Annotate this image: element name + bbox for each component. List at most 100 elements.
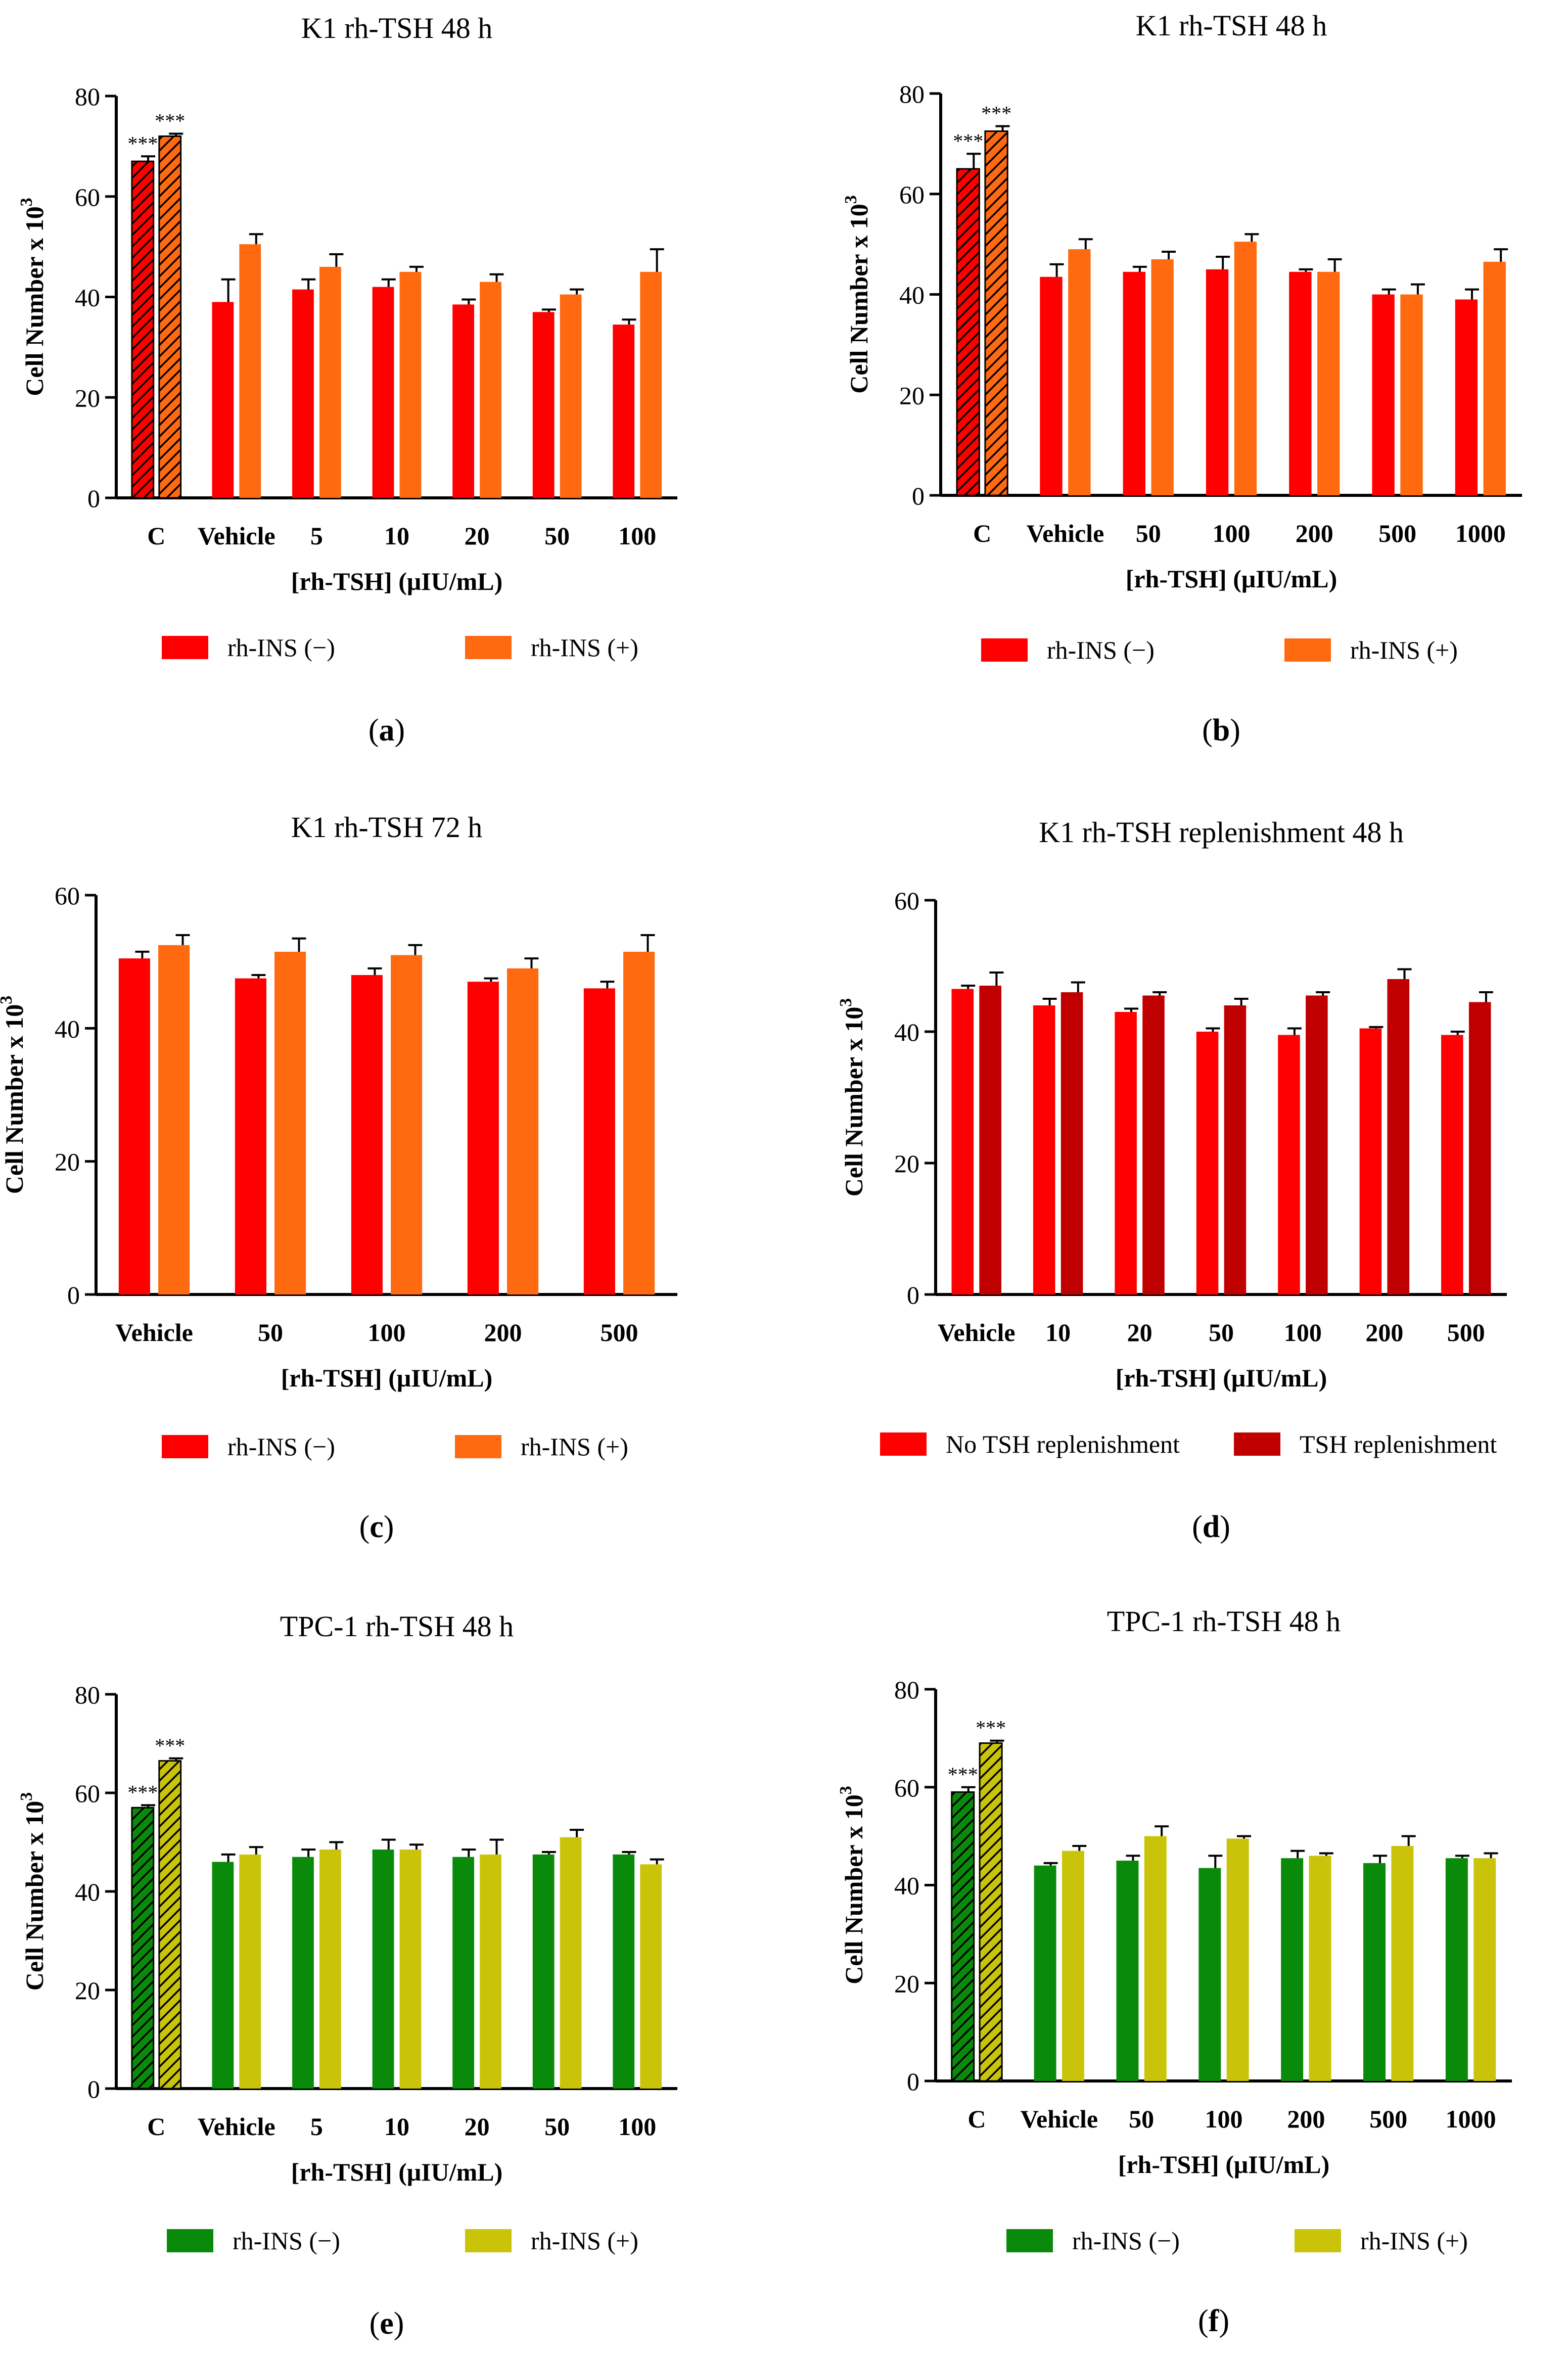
x-axis-label: [rh-TSH] (μIU/mL): [281, 1364, 493, 1392]
y-tick-label: 80: [899, 80, 925, 108]
x-tick-label: 100: [1284, 1318, 1322, 1347]
x-tick-label: C: [967, 2105, 986, 2133]
x-tick-label: 500: [1447, 1318, 1485, 1347]
x-tick-label: 10: [1045, 1318, 1071, 1347]
y-tick-label: 0: [907, 1281, 919, 1309]
x-tick-label: 1000: [1455, 519, 1506, 547]
chart-panel-f: TPC-1 rh-TSH 48 h 0 20 40 60 80 Cell Number x …: [784, 1573, 1568, 2359]
bar-a-s1-0: [158, 135, 182, 499]
bar-d-s1-2: [1142, 995, 1165, 1294]
bar-c-s0-4: [583, 988, 615, 1294]
legend-swatch: [167, 2229, 213, 2252]
bar-e-s1-6: [640, 1864, 662, 2089]
bar-a-s0-2: [292, 289, 314, 498]
legend-swatch: [455, 1435, 501, 1458]
y-tick-label: 20: [55, 1148, 80, 1176]
significance-label: ***: [953, 129, 983, 152]
bar-a-s0-4: [452, 304, 475, 498]
chart-title: TPC-1 rh-TSH 48 h: [1107, 1605, 1341, 1638]
bar-e-s1-5: [560, 1837, 582, 2089]
legend-label: rh-INS (−): [227, 1432, 335, 1461]
bar-a-s0-0: [131, 160, 155, 499]
bar-d-s0-5: [1359, 1028, 1382, 1294]
x-axis-label: [rh-TSH] (μIU/mL): [291, 2158, 503, 2186]
chart-panel-b: K1 rh-TSH 48 h 0 20 40 60 80 Cell Number x 103…: [784, 0, 1568, 786]
bar-f-s1-1: [1062, 1850, 1084, 2081]
bar-b-s0-6: [1455, 299, 1478, 495]
y-tick-label: 20: [894, 1149, 919, 1178]
x-tick-label: 5: [310, 2112, 323, 2141]
x-tick-label: Vehicle: [115, 1318, 193, 1347]
bar-d-s0-1: [1033, 1005, 1055, 1294]
bar-e-s0-2: [292, 1857, 314, 2089]
bar-e-s1-2: [319, 1849, 341, 2089]
bar-c-s0-3: [467, 982, 499, 1294]
bar-b-s0-5: [1372, 294, 1395, 495]
legend-label: rh-INS (−): [227, 633, 335, 662]
significance-label: ***: [981, 102, 1011, 125]
legend-swatch: [1234, 1432, 1280, 1456]
bar-e-s0-0: [131, 1807, 155, 2090]
bar-f-s0-6: [1445, 1858, 1468, 2081]
bar-a-s0-6: [613, 325, 635, 498]
x-tick-label: Vehicle: [1027, 519, 1104, 547]
bar-c-s1-1: [274, 951, 306, 1294]
bar-c-s1-4: [623, 951, 655, 1294]
y-axis-label-exponent: 3: [17, 198, 36, 206]
bar-b-s0-4: [1289, 271, 1312, 495]
bar-d-s1-3: [1224, 1005, 1247, 1294]
bar-c-s1-3: [507, 968, 539, 1294]
chart-panel-a: K1 rh-TSH 48 h 0 20 40 60 80 Cell Number x 103…: [0, 0, 784, 786]
x-tick-label: Vehicle: [1020, 2105, 1098, 2133]
x-tick-label: 50: [544, 522, 570, 550]
x-tick-label: Vehicle: [938, 1318, 1016, 1347]
bar-d-s0-2: [1115, 1012, 1137, 1294]
y-tick-label: 0: [87, 2075, 100, 2103]
bar-f-s1-4: [1309, 1856, 1331, 2081]
legend-swatch: [162, 636, 208, 659]
x-tick-label: 500: [1378, 519, 1416, 547]
bar-f-s0-4: [1281, 1858, 1304, 2081]
bar-b-s0-3: [1206, 269, 1229, 495]
x-tick-label: 5: [310, 522, 323, 550]
significance-label: ***: [155, 110, 185, 132]
bar-b-s0-2: [1123, 271, 1145, 495]
bar-f-s0-3: [1198, 1868, 1221, 2081]
legend-swatch: [465, 2229, 512, 2252]
chart-panel-d: K1 rh-TSH replenishment 48 h 0 20 40 60 Cell …: [784, 786, 1568, 1573]
bar-d-s1-0: [979, 986, 1001, 1294]
legend-swatch: [880, 1432, 927, 1456]
bar-d-s1-1: [1060, 992, 1083, 1294]
legend-label: No TSH replenishment: [946, 1430, 1180, 1458]
x-axis-label: [rh-TSH] (μIU/mL): [1116, 1364, 1327, 1392]
x-tick-label: C: [147, 522, 165, 550]
chart-title: K1 rh-TSH 48 h: [1136, 9, 1327, 42]
bar-c-s0-1: [235, 978, 266, 1294]
significance-label: ***: [127, 132, 158, 155]
significance-label: ***: [976, 1717, 1006, 1739]
legend-swatch: [1295, 2229, 1341, 2252]
x-tick-label: 100: [368, 1318, 406, 1347]
y-tick-label: 40: [55, 1014, 80, 1043]
bar-e-s0-3: [372, 1849, 394, 2089]
y-tick-label: 40: [75, 284, 100, 312]
bar-f-s0-0: [951, 1791, 975, 2082]
bar-d-s1-5: [1387, 979, 1410, 1294]
y-tick-label: 40: [75, 1878, 100, 1906]
y-axis-label: Cell Number x 103: [837, 1786, 868, 1984]
bar-d-s0-0: [951, 989, 974, 1294]
bar-e-s1-3: [399, 1849, 422, 2089]
x-tick-label: 100: [618, 2112, 656, 2141]
significance-label: ***: [155, 1734, 185, 1757]
bar-a-s1-2: [319, 266, 341, 498]
y-tick-label: 0: [907, 2067, 919, 2096]
x-tick-label: 200: [484, 1318, 522, 1347]
y-tick-label: 0: [912, 482, 925, 510]
significance-label: ***: [948, 1763, 978, 1786]
chart-title: K1 rh-TSH 72 h: [291, 811, 483, 844]
chart-svg-a: K1 rh-TSH 48 h 0 20 40 60 80 Cell Number x 103…: [17, 12, 677, 748]
x-tick-label: 10: [384, 522, 409, 550]
x-tick-label: 50: [1136, 519, 1161, 547]
legend-swatch: [1006, 2229, 1053, 2252]
